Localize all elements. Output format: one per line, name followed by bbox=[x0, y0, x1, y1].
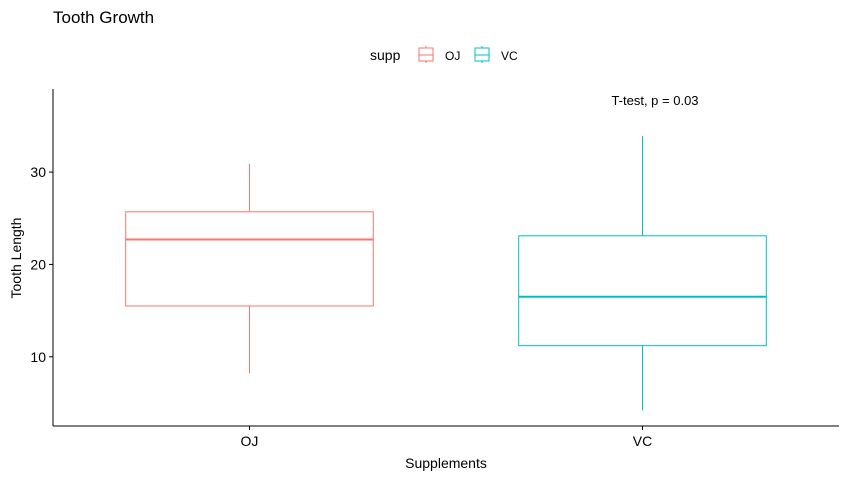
y-tick-label: 10 bbox=[30, 349, 46, 365]
x-tick-label: VC bbox=[633, 433, 652, 449]
box-iqr bbox=[125, 211, 374, 307]
legend-label: OJ bbox=[445, 49, 460, 63]
y-axis-title: Tooth Length bbox=[8, 218, 24, 299]
legend: supp OJ VC bbox=[370, 46, 518, 63]
box-oj bbox=[125, 163, 374, 374]
box-vc bbox=[518, 136, 767, 411]
x-tick-label: OJ bbox=[241, 433, 259, 449]
legend-key-icon bbox=[474, 46, 490, 63]
legend-item-oj: OJ bbox=[418, 46, 460, 63]
x-axis-title: Supplements bbox=[405, 455, 487, 471]
y-tick-label: 30 bbox=[30, 164, 46, 180]
legend-key-icon bbox=[418, 46, 434, 63]
box-iqr bbox=[518, 235, 767, 347]
legend-title: supp bbox=[370, 47, 401, 63]
legend-label: VC bbox=[501, 49, 518, 63]
legend-item-vc: VC bbox=[474, 46, 518, 63]
chart-title: Tooth Growth bbox=[53, 8, 154, 27]
y-tick-label: 20 bbox=[30, 256, 46, 272]
annotation-text: T-test, p = 0.03 bbox=[611, 93, 698, 108]
